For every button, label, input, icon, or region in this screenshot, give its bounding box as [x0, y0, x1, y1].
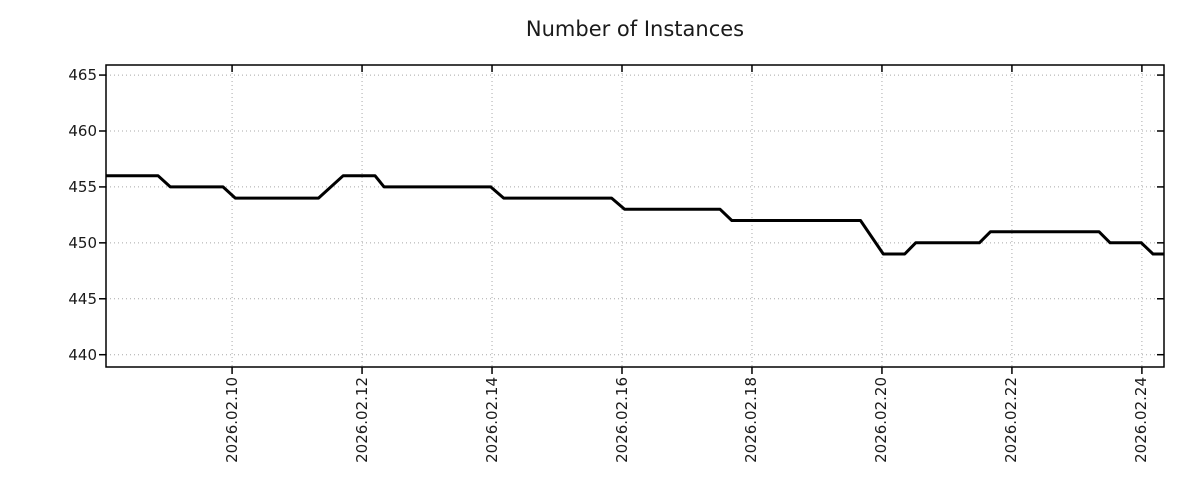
y-tick-label: 465 — [68, 66, 97, 85]
x-tick-label: 2026.02.22 — [1002, 377, 1021, 463]
y-tick-label: 445 — [68, 289, 97, 308]
x-tick-label: 2026.02.16 — [612, 377, 631, 463]
plot-border — [105, 64, 1165, 368]
y-tick-label: 440 — [68, 345, 97, 364]
x-tick-label: 2026.02.20 — [872, 377, 891, 463]
y-tick-label: 450 — [68, 233, 97, 252]
chart-title: Number of Instances — [525, 17, 745, 41]
x-tick-label: 2026.02.12 — [352, 377, 371, 463]
x-tick-label: 2026.02.14 — [482, 377, 501, 463]
y-tick-label: 460 — [68, 121, 97, 140]
y-tick-label: 455 — [68, 177, 97, 196]
data-line — [106, 174, 1164, 256]
x-tick-label: 2026.02.24 — [1132, 377, 1151, 463]
x-tick-label: 2026.02.18 — [742, 377, 761, 463]
x-tick-label: 2026.02.10 — [222, 377, 241, 463]
